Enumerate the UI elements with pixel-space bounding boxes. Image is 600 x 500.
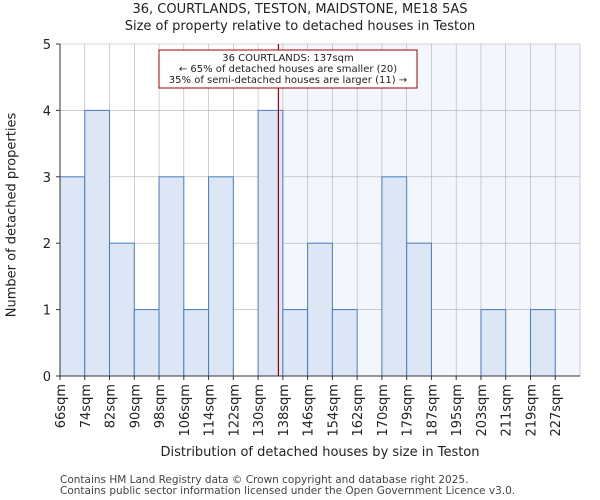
bar (158, 176, 185, 377)
y-tick-label: 3 (43, 171, 51, 186)
annotation-text: 35% of semi-detached houses are larger (… (169, 75, 407, 86)
x-tick-label: 90sqm (128, 384, 143, 428)
x-tick-label: 203sqm (475, 384, 490, 437)
x-tick-label: 219sqm (524, 384, 539, 437)
bar (406, 242, 432, 377)
x-tick-label: 66sqm (54, 384, 69, 428)
annotation-text: ← 65% of detached houses are smaller (20… (179, 64, 397, 75)
bar (208, 176, 234, 377)
x-tick-label: 162sqm (351, 384, 366, 437)
y-tick-label: 1 (43, 304, 51, 319)
x-tick-label: 82sqm (104, 384, 119, 428)
y-tick-label: 4 (43, 104, 51, 119)
bar (257, 109, 284, 377)
bar (84, 109, 111, 377)
y-tick-label: 5 (43, 38, 51, 53)
x-tick-label: 138sqm (277, 384, 292, 437)
bar (529, 309, 556, 377)
x-tick-label: 114sqm (203, 384, 218, 437)
x-tick-label: 122sqm (227, 384, 242, 437)
annotation-box (158, 49, 418, 89)
y-tick-label: 2 (43, 237, 51, 252)
bar (480, 309, 507, 377)
bar (331, 309, 358, 377)
footer-licence: Contains public sector information licen… (60, 485, 516, 497)
chart-title: 36, COURTLANDS, TESTON, MAIDSTONE, ME18 … (132, 2, 468, 17)
x-tick-label: 146sqm (302, 384, 317, 437)
x-tick-label: 170sqm (376, 384, 391, 437)
y-tick-label: 0 (43, 370, 51, 385)
x-tick-label: 154sqm (326, 384, 341, 437)
y-axis-label: Number of detached properties (4, 112, 20, 318)
footer-copyright: Contains HM Land Registry data © Crown c… (60, 474, 469, 486)
x-tick-label: 98sqm (153, 384, 168, 428)
bar (307, 242, 333, 377)
x-tick-label: 106sqm (178, 384, 193, 437)
x-tick-label: 74sqm (79, 384, 94, 428)
bar (59, 176, 86, 377)
bar (282, 309, 309, 377)
annotation-text: 36 COURTLANDS: 137sqm (222, 53, 354, 64)
bar (133, 309, 160, 377)
x-tick-label: 211sqm (500, 384, 515, 437)
x-axis-label: Distribution of detached houses by size … (160, 445, 480, 460)
bar (183, 309, 210, 377)
x-tick-label: 179sqm (401, 384, 416, 437)
x-tick-label: 227sqm (549, 384, 564, 437)
x-tick-label: 130sqm (252, 384, 267, 437)
bar (381, 176, 408, 377)
x-tick-label: 187sqm (425, 384, 440, 437)
bar (109, 242, 135, 377)
x-tick-label: 195sqm (450, 384, 465, 437)
chart-subtitle: Size of property relative to detached ho… (124, 19, 476, 34)
